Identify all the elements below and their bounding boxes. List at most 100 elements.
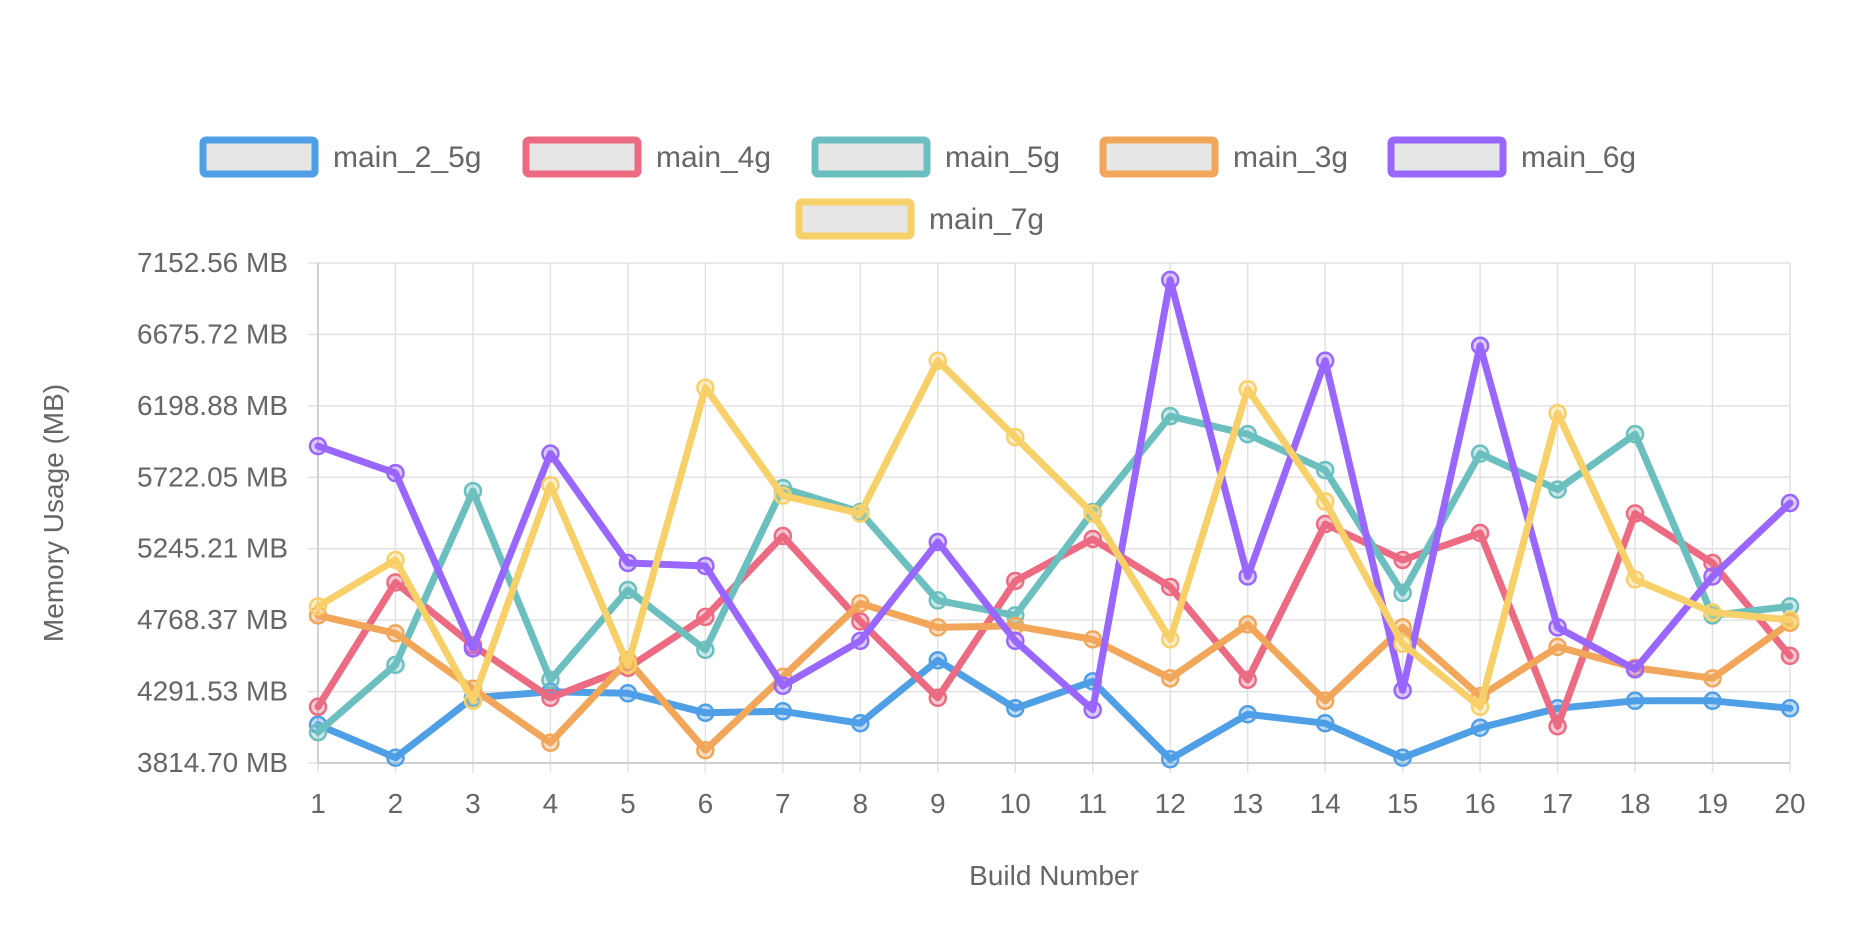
data-point[interactable] (1006, 427, 1025, 447)
data-point[interactable] (1548, 637, 1567, 657)
legend-item-main_5g[interactable]: main_5g (811, 136, 1060, 178)
data-point[interactable] (773, 676, 793, 696)
data-point[interactable] (1083, 504, 1102, 523)
data-point[interactable] (1315, 351, 1335, 371)
data-point[interactable] (1780, 699, 1800, 718)
data-point[interactable] (1315, 691, 1335, 711)
data-point[interactable] (696, 740, 715, 760)
data-point[interactable] (851, 504, 870, 523)
data-point[interactable] (1006, 699, 1025, 718)
data-point[interactable] (928, 618, 948, 637)
data-point[interactable] (1625, 504, 1645, 523)
data-point[interactable] (1160, 270, 1180, 290)
data-point[interactable] (1160, 749, 1180, 769)
data-point[interactable] (541, 475, 560, 495)
data-point[interactable] (1470, 336, 1490, 356)
data-point[interactable] (1548, 618, 1567, 637)
data-point[interactable] (386, 550, 405, 570)
data-point[interactable] (1470, 444, 1490, 463)
data-point[interactable] (1083, 529, 1102, 549)
data-point[interactable] (773, 526, 793, 546)
data-point[interactable] (696, 556, 715, 576)
data-point[interactable] (308, 722, 328, 742)
legend-item-main_3g[interactable]: main_3g (1099, 136, 1348, 178)
data-point[interactable] (1470, 523, 1490, 543)
data-point[interactable] (1238, 615, 1257, 634)
data-point[interactable] (1625, 424, 1645, 444)
data-point[interactable] (1160, 669, 1180, 688)
legend-item-main_6g[interactable]: main_6g (1387, 136, 1636, 178)
data-point[interactable] (463, 691, 483, 711)
data-point[interactable] (1160, 577, 1180, 597)
data-point[interactable] (696, 607, 715, 627)
data-point[interactable] (928, 688, 948, 708)
data-point[interactable] (851, 714, 870, 733)
data-point[interactable] (308, 597, 328, 616)
data-point[interactable] (1625, 660, 1645, 679)
data-point[interactable] (1780, 610, 1800, 630)
data-point[interactable] (696, 703, 715, 723)
data-point[interactable] (541, 733, 560, 752)
data-point[interactable] (618, 553, 638, 573)
data-point[interactable] (1548, 480, 1567, 499)
data-point[interactable] (851, 631, 870, 651)
data-point[interactable] (696, 378, 715, 397)
data-point[interactable] (618, 684, 638, 703)
data-point[interactable] (541, 444, 560, 463)
data-point[interactable] (1703, 567, 1722, 586)
data-point[interactable] (618, 655, 638, 675)
data-point[interactable] (1393, 550, 1412, 570)
data-point[interactable] (541, 688, 560, 708)
data-point[interactable] (463, 639, 483, 658)
data-point[interactable] (1238, 424, 1257, 444)
data-point[interactable] (1238, 567, 1257, 586)
data-point[interactable] (1703, 669, 1722, 688)
data-point[interactable] (1393, 748, 1412, 767)
data-point[interactable] (1160, 406, 1180, 426)
data-point[interactable] (386, 624, 405, 643)
data-point[interactable] (1393, 681, 1412, 700)
data-point[interactable] (1238, 670, 1257, 690)
data-point[interactable] (1470, 697, 1490, 717)
data-point[interactable] (386, 748, 405, 767)
data-point[interactable] (463, 481, 483, 501)
legend-item-main_2_5g[interactable]: main_2_5g (199, 136, 481, 178)
data-point[interactable] (1006, 631, 1025, 651)
data-point[interactable] (773, 702, 793, 721)
data-point[interactable] (618, 580, 638, 600)
data-point[interactable] (1315, 714, 1335, 733)
data-point[interactable] (1238, 705, 1257, 724)
data-point[interactable] (1703, 603, 1722, 622)
data-point[interactable] (308, 436, 328, 456)
data-point[interactable] (1315, 460, 1335, 480)
data-point[interactable] (773, 486, 793, 505)
data-point[interactable] (696, 640, 715, 660)
data-point[interactable] (1470, 718, 1490, 738)
data-point[interactable] (1315, 514, 1335, 534)
data-point[interactable] (928, 532, 948, 552)
data-point[interactable] (1625, 570, 1645, 589)
data-point[interactable] (851, 594, 870, 613)
data-point[interactable] (1703, 553, 1722, 573)
data-point[interactable] (1703, 691, 1722, 711)
data-point[interactable] (1393, 583, 1412, 603)
data-point[interactable] (1006, 571, 1025, 591)
legend-item-main_4g[interactable]: main_4g (522, 136, 771, 178)
data-point[interactable] (1393, 634, 1412, 654)
data-point[interactable] (1315, 492, 1335, 511)
data-point[interactable] (851, 612, 870, 631)
data-point[interactable] (1780, 646, 1800, 666)
data-point[interactable] (928, 591, 948, 610)
data-point[interactable] (1548, 403, 1567, 423)
data-point[interactable] (386, 463, 405, 483)
data-point[interactable] (386, 573, 405, 592)
data-point[interactable] (928, 351, 948, 371)
data-point[interactable] (1160, 630, 1180, 649)
data-point[interactable] (1780, 493, 1800, 513)
data-point[interactable] (1238, 379, 1257, 399)
data-point[interactable] (1625, 691, 1645, 711)
data-point[interactable] (1548, 717, 1567, 736)
data-point[interactable] (1083, 700, 1102, 720)
legend-item-main_7g[interactable]: main_7g (795, 198, 1044, 240)
data-point[interactable] (308, 697, 328, 717)
